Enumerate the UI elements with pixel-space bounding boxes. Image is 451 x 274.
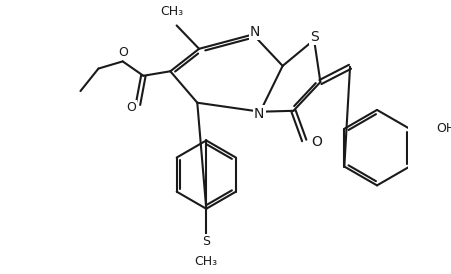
Text: CH₃: CH₃ xyxy=(194,255,217,269)
Text: O: O xyxy=(118,46,127,59)
Text: O: O xyxy=(125,101,135,114)
Text: OH: OH xyxy=(436,122,451,135)
Text: N: N xyxy=(249,25,259,39)
Text: O: O xyxy=(311,135,322,149)
Text: S: S xyxy=(202,235,210,248)
Text: N: N xyxy=(253,107,264,121)
Text: CH₃: CH₃ xyxy=(160,5,183,18)
Text: S: S xyxy=(309,30,318,44)
